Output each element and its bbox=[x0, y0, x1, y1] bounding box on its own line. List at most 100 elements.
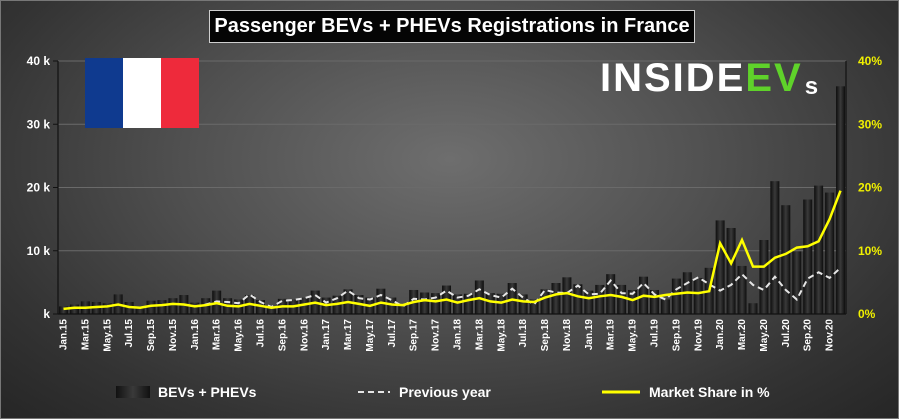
legend-prev-swatch bbox=[358, 391, 390, 393]
x-tick-label: Nov.20 bbox=[825, 319, 836, 351]
x-tick-label: Sep.18 bbox=[540, 319, 551, 352]
bar-oct-17 bbox=[420, 292, 430, 314]
bar-aug-16 bbox=[266, 306, 276, 314]
x-tick-label: Jul.15 bbox=[124, 319, 135, 348]
bar-nov-17 bbox=[431, 293, 441, 314]
y-left-tick-label: 40 k bbox=[27, 54, 51, 68]
x-tick-label: May.19 bbox=[628, 319, 639, 352]
y-right-tick-label: 20% bbox=[858, 181, 882, 195]
y-left-tick-label: 20 k bbox=[27, 181, 51, 195]
bar-jul-19 bbox=[649, 289, 659, 314]
bar-nov-16 bbox=[299, 297, 309, 314]
bar-jul-20 bbox=[781, 205, 791, 314]
x-tick-label: Mar.19 bbox=[606, 319, 617, 351]
x-tick-label: Nov.16 bbox=[299, 319, 310, 351]
x-tick-label: Jan.19 bbox=[584, 319, 595, 351]
x-tick-label: Jul.20 bbox=[781, 319, 792, 348]
x-tick-label: Nov.18 bbox=[562, 319, 573, 351]
x-tick-label: Jan.15 bbox=[58, 319, 69, 351]
y-left-tick-label: 30 k bbox=[27, 117, 51, 131]
bar-sep-19 bbox=[671, 278, 681, 314]
bar-jun-20 bbox=[770, 181, 780, 314]
market-share-line bbox=[63, 190, 842, 311]
legend-item-previous-year: Previous year bbox=[357, 382, 491, 402]
bar-dec-18 bbox=[573, 284, 583, 314]
bar-nov-18 bbox=[562, 277, 572, 314]
x-tick-label: Mar.16 bbox=[212, 319, 223, 351]
bar-jan-19 bbox=[584, 290, 594, 314]
y-left-tick-label: 10 k bbox=[27, 244, 51, 258]
bar-apr-19 bbox=[617, 284, 627, 314]
x-tick-label: Jul.18 bbox=[518, 319, 529, 348]
y-right-tick-label: 0% bbox=[858, 307, 876, 321]
x-tick-label: Nov.19 bbox=[693, 319, 704, 351]
bar-may-20 bbox=[759, 239, 769, 314]
bar-dec-20 bbox=[836, 86, 846, 314]
bar-nov-19 bbox=[693, 277, 703, 314]
logo-text-inside: INSIDE bbox=[600, 56, 746, 100]
x-tick-label: Jan.17 bbox=[321, 319, 332, 351]
bar-may-18 bbox=[496, 293, 506, 314]
x-tick-label: Jul.19 bbox=[649, 319, 660, 348]
x-tick-label: Sep.19 bbox=[671, 319, 682, 352]
france-flag bbox=[85, 58, 199, 128]
bar-may-15 bbox=[102, 303, 112, 314]
bar-may-19 bbox=[628, 289, 638, 314]
x-tick-label: Jan.16 bbox=[190, 319, 201, 351]
x-tick-label: Mar.17 bbox=[343, 319, 354, 351]
x-tick-label: Sep.20 bbox=[803, 319, 814, 352]
bar-sep-20 bbox=[803, 199, 813, 314]
bar-oct-18 bbox=[551, 283, 561, 314]
y-right-tick-label: 40% bbox=[858, 54, 882, 68]
chart-title-text: Passenger BEVs + PHEVs Registrations in … bbox=[214, 15, 690, 37]
flag-white-stripe bbox=[123, 58, 161, 128]
y-left-tick-label: k bbox=[43, 307, 50, 321]
legend-share-swatch bbox=[602, 390, 640, 394]
bar-feb-15 bbox=[69, 304, 79, 314]
legend-item-market-share: Market Share in % bbox=[601, 382, 770, 402]
bar-aug-17 bbox=[398, 304, 408, 314]
bar-apr-18 bbox=[485, 293, 495, 314]
bar-nov-15 bbox=[168, 298, 178, 314]
x-tick-label: Jul.17 bbox=[387, 319, 398, 348]
x-tick-label: May.16 bbox=[234, 319, 245, 352]
legend-item-bars: BEVs + PHEVs bbox=[116, 382, 256, 402]
bar-jan-15 bbox=[58, 306, 68, 314]
legend-label-bars: BEVs + PHEVs bbox=[158, 384, 257, 400]
bar-jul-17 bbox=[387, 297, 397, 314]
bar-sep-18 bbox=[540, 289, 550, 314]
flag-red-stripe bbox=[161, 58, 199, 128]
bar-jul-18 bbox=[518, 294, 528, 314]
x-tick-label: Mar.18 bbox=[474, 319, 485, 351]
bar-aug-15 bbox=[135, 307, 145, 314]
bar-feb-19 bbox=[595, 284, 605, 314]
x-tick-label: Nov.17 bbox=[431, 319, 442, 351]
legend-bar-swatch bbox=[116, 386, 150, 398]
bar-oct-15 bbox=[157, 300, 167, 314]
legend: BEVs + PHEVs Previous year Market Share … bbox=[1, 382, 898, 402]
bar-jan-16 bbox=[190, 302, 200, 314]
x-tick-label: Jul.16 bbox=[255, 319, 266, 348]
x-tick-label: Sep.16 bbox=[277, 319, 288, 352]
x-tick-label: May.17 bbox=[365, 319, 376, 352]
x-tick-label: May.15 bbox=[102, 319, 113, 352]
y-right-tick-label: 10% bbox=[858, 244, 882, 258]
x-tick-label: Mar.15 bbox=[80, 319, 91, 351]
y-right-tick-label: 30% bbox=[858, 117, 882, 131]
bar-apr-20 bbox=[748, 303, 758, 314]
bar-aug-18 bbox=[529, 299, 539, 314]
bar-mar-20 bbox=[737, 265, 747, 314]
x-tick-label: Mar.20 bbox=[737, 319, 748, 351]
legend-label-market-share: Market Share in % bbox=[649, 384, 770, 400]
logo-text-s: s bbox=[804, 73, 821, 100]
logo-text-ev: EV bbox=[745, 56, 803, 100]
bar-aug-19 bbox=[660, 299, 670, 314]
bar-sep-15 bbox=[146, 300, 156, 314]
flag-blue-stripe bbox=[85, 58, 123, 128]
x-tick-label: Sep.15 bbox=[146, 319, 157, 352]
x-tick-label: May.18 bbox=[496, 319, 507, 352]
x-tick-label: Jan.18 bbox=[452, 319, 463, 351]
x-tick-label: Sep.17 bbox=[409, 319, 420, 352]
x-tick-label: Nov.15 bbox=[168, 319, 179, 351]
